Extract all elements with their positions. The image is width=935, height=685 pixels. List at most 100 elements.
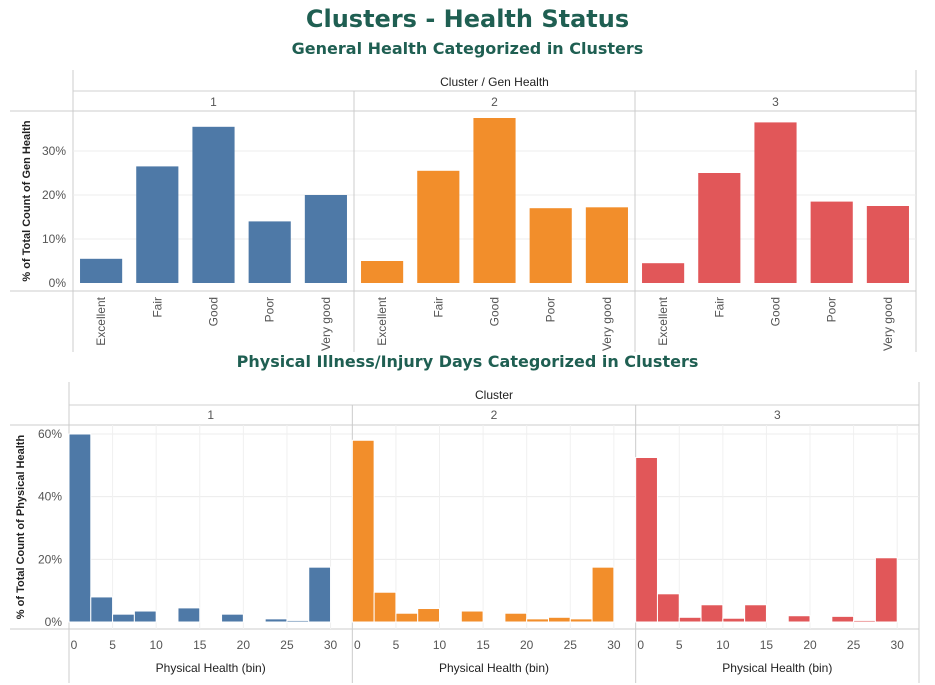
bar-cluster3-bin-5 <box>678 616 702 623</box>
bar-cluster2-fair <box>417 170 460 283</box>
x-tick-label: Fair <box>150 297 164 318</box>
panel-header-cluster-2: 2 <box>491 408 498 422</box>
x-tick-label: Poor <box>825 297 839 322</box>
bar-cluster2-good <box>473 118 516 283</box>
bar-cluster1-bin-22.5 <box>264 618 288 623</box>
bar-cluster3-poor <box>810 201 853 283</box>
x-tick-label: Good <box>769 297 783 326</box>
bar-cluster1-bin-17.5 <box>221 613 244 623</box>
bar-cluster2-poor <box>529 208 572 283</box>
panel-header-cluster-2: 2 <box>491 95 498 109</box>
x-tick-label: Good <box>488 297 502 326</box>
bar-cluster2-bin-0 <box>351 439 375 623</box>
y-tick-label: 0% <box>49 276 67 290</box>
x-tick-label: 5 <box>393 638 400 652</box>
bar-cluster2-bin-20 <box>526 618 549 623</box>
bar-cluster2-bin-27.5 <box>591 566 615 623</box>
x-tick-label: 20 <box>803 638 817 652</box>
bar-cluster2-bin-7.5 <box>417 608 441 623</box>
x-tick-label: Poor <box>544 297 558 322</box>
panel-header-cluster-1: 1 <box>207 408 214 422</box>
x-tick-label: 20 <box>237 638 251 652</box>
panel-header-cluster-3: 3 <box>774 408 781 422</box>
bar-cluster1-bin-5 <box>112 613 135 623</box>
x-tick-label: 5 <box>109 638 116 652</box>
bar-cluster3-bin-17.5 <box>787 615 811 623</box>
bar-cluster1-bin-12.5 <box>177 607 201 623</box>
bar-cluster3-bin-27.5 <box>874 557 898 623</box>
x-tick-label: 0 <box>637 638 644 652</box>
x-tick-label: 15 <box>760 638 774 652</box>
y-tick-label: 20% <box>38 552 62 566</box>
bar-cluster3-excellent <box>642 263 685 283</box>
x-tick-label: 5 <box>676 638 683 652</box>
x-tick-label: 30 <box>891 638 905 652</box>
x-tick-label: 30 <box>607 638 621 652</box>
column-header: Cluster <box>475 388 513 402</box>
y-tick-label: 0% <box>45 615 63 629</box>
panel-header-cluster-1: 1 <box>210 95 217 109</box>
y-tick-label: 10% <box>42 232 66 246</box>
panel-header-cluster-3: 3 <box>772 95 779 109</box>
x-tick-label: 0 <box>354 638 361 652</box>
x-tick-label: 20 <box>520 638 534 652</box>
x-tick-label: Good <box>207 297 221 326</box>
physical-health-chart: Cluster 0% 20% 40% 60% % of Total Count of Ph… <box>10 382 920 683</box>
x-axis-title: Physical Health (bin) <box>439 661 549 675</box>
bar-cluster3-bin-7.5 <box>700 604 724 623</box>
bar-cluster2-very-good <box>585 207 628 283</box>
bar-cluster3-fair <box>698 173 741 283</box>
x-tick-label: 10 <box>716 638 730 652</box>
y-axis-title: % of Total Count of Physical Health <box>15 435 27 620</box>
x-tick-label: Poor <box>263 297 277 322</box>
bar-cluster1-fair <box>136 166 179 283</box>
x-tick-label: Very good <box>881 297 895 351</box>
bar-cluster2-excellent <box>361 261 404 283</box>
bar-cluster2-bin-5 <box>395 612 419 623</box>
x-tick-label: 30 <box>324 638 338 652</box>
bar-cluster2-bin-22.5 <box>547 616 571 623</box>
bar-cluster1-poor <box>248 221 291 283</box>
x-tick-label: 15 <box>193 638 207 652</box>
y-tick-label: 40% <box>38 490 62 504</box>
physical-health-chart-title: Physical Illness/Injury Days Categorized… <box>236 352 699 371</box>
bar-cluster3-bin-12.5 <box>744 604 767 623</box>
x-axis-title: Physical Health (bin) <box>156 661 266 675</box>
dashboard-title: Clusters - Health Status <box>305 5 630 33</box>
bar-cluster1-good <box>192 126 235 283</box>
bar-cluster3-bin-22.5 <box>831 615 855 623</box>
bar-cluster3-bin-2.5 <box>656 593 680 623</box>
column-header: Cluster / Gen Health <box>440 75 549 89</box>
x-axis-title: Physical Health (bin) <box>722 661 832 675</box>
bar-cluster2-bin-25 <box>569 618 593 623</box>
x-tick-label: 25 <box>564 638 578 652</box>
y-axis-title: % of Total Count of Gen Health <box>21 120 33 281</box>
gen-health-chart-title: General Health Categorized in Clusters <box>291 39 644 58</box>
x-tick-label: 25 <box>280 638 294 652</box>
bar-cluster3-very-good <box>866 206 909 283</box>
y-tick-label: 60% <box>38 427 62 441</box>
bar-cluster3-good <box>754 122 797 284</box>
bar-cluster1-bin-2.5 <box>90 596 114 623</box>
x-tick-label: 10 <box>433 638 447 652</box>
x-tick-label: Fair <box>712 297 726 318</box>
x-tick-label: Excellent <box>375 296 389 345</box>
bar-cluster1-bin-7.5 <box>133 610 157 623</box>
bar-cluster2-bin-12.5 <box>460 610 484 623</box>
x-tick-label: Very good <box>600 297 614 351</box>
bar-cluster3-bin-10 <box>722 617 746 623</box>
x-tick-label: Excellent <box>656 296 670 345</box>
bar-cluster1-excellent <box>80 258 123 283</box>
bar-cluster1-bin-27.5 <box>308 566 332 623</box>
x-tick-label: 25 <box>847 638 861 652</box>
x-tick-label: Very good <box>319 297 333 351</box>
bar-cluster1-bin-25 <box>286 619 310 623</box>
y-tick-label: 30% <box>42 144 66 158</box>
y-tick-label: 20% <box>42 188 66 202</box>
bar-cluster1-bin-0 <box>68 433 92 623</box>
bar-cluster1-very-good <box>304 195 347 283</box>
x-tick-label: 15 <box>476 638 490 652</box>
bar-cluster3-bin-25 <box>853 619 876 623</box>
x-tick-label: Fair <box>431 297 445 318</box>
